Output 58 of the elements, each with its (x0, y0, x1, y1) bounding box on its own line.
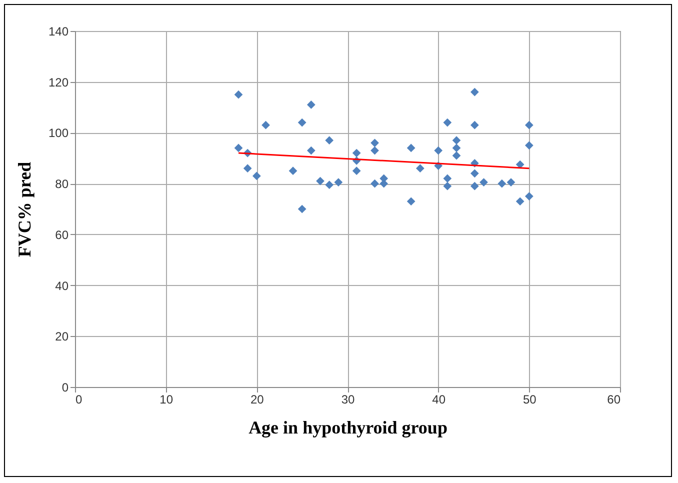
point (370, 146, 379, 155)
point (288, 166, 298, 176)
point (370, 179, 379, 188)
point (352, 148, 361, 158)
x-tick-label: 20 (250, 392, 264, 406)
x-tick-label: 10 (160, 392, 174, 406)
y-tick-label: 0 (62, 380, 69, 394)
y-tick-label: 60 (55, 228, 69, 242)
point (416, 164, 424, 172)
point (452, 144, 461, 152)
point (370, 138, 379, 148)
point (480, 178, 488, 186)
point (434, 146, 443, 155)
point (243, 164, 252, 172)
y-tick-label: 100 (48, 126, 69, 140)
point (316, 176, 324, 186)
point (524, 120, 534, 130)
x-tick-label: 60 (607, 392, 621, 406)
point (306, 100, 316, 109)
y-axis-title: FVC% pred (14, 162, 34, 258)
point (406, 144, 416, 152)
point (516, 160, 524, 169)
point (252, 172, 261, 180)
point (524, 141, 534, 150)
point (443, 174, 452, 183)
x-tick-label: 40 (432, 392, 446, 406)
point (452, 136, 461, 145)
point (325, 136, 334, 145)
point (234, 90, 243, 99)
point (234, 144, 243, 152)
y-tick-label: 140 (48, 24, 69, 38)
y-tick-label: 120 (48, 75, 69, 90)
point (470, 169, 479, 178)
point (452, 151, 461, 160)
point (325, 180, 334, 190)
point (524, 192, 534, 200)
point (406, 197, 416, 206)
point (298, 204, 306, 214)
y-tick-label: 20 (55, 330, 69, 344)
x-tick-label: 30 (341, 392, 355, 406)
point (262, 120, 270, 130)
point (334, 178, 343, 186)
x-axis-title: Age in hypothyroid group (248, 418, 448, 438)
x-tick-label: 0 (76, 392, 82, 406)
point (470, 88, 479, 96)
point (470, 182, 479, 190)
x-tick-label: 50 (522, 392, 537, 406)
point (352, 166, 361, 176)
point (516, 197, 524, 206)
point (443, 118, 452, 127)
point (470, 120, 479, 130)
point (443, 182, 452, 190)
point (498, 179, 506, 188)
point (298, 118, 306, 127)
point (306, 146, 316, 155)
y-tick-label: 40 (55, 278, 69, 293)
point (506, 178, 516, 186)
y-tick-label: 80 (55, 177, 69, 192)
